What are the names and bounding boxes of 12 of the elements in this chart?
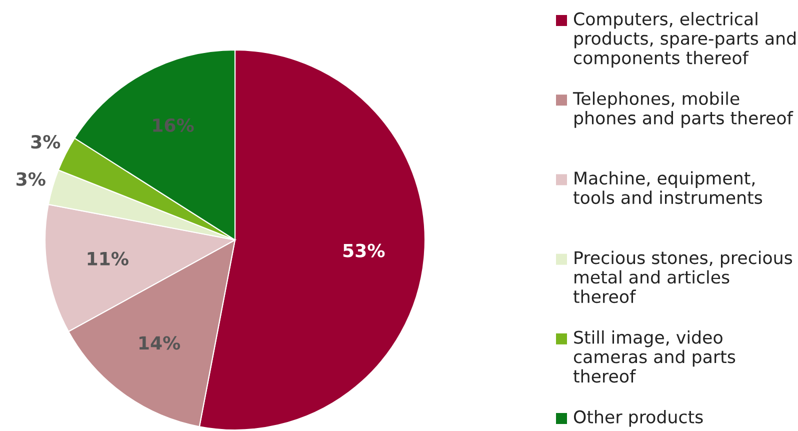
legend-label: Telephones, mobile phones and parts thereof — [572, 92, 794, 128]
data-label: 14% — [139, 336, 180, 350]
data-label: 3% — [31, 134, 60, 149]
legend-label: Precious stones, precious metal and articles thereof — [573, 250, 792, 304]
legend-label: Computers, electrical products, spare-parts and components thereof — [574, 12, 796, 68]
legend-label: Still image, video cameras and parts thereof — [573, 330, 736, 383]
data-label: 53% — [343, 244, 385, 258]
legend-label: Machine, equipment, tools and instruments — [573, 171, 762, 204]
data-label: 11% — [88, 252, 128, 266]
data-label: 16% — [153, 118, 194, 132]
legend-label: Other products — [574, 410, 703, 427]
data-label: 3% — [16, 172, 46, 186]
